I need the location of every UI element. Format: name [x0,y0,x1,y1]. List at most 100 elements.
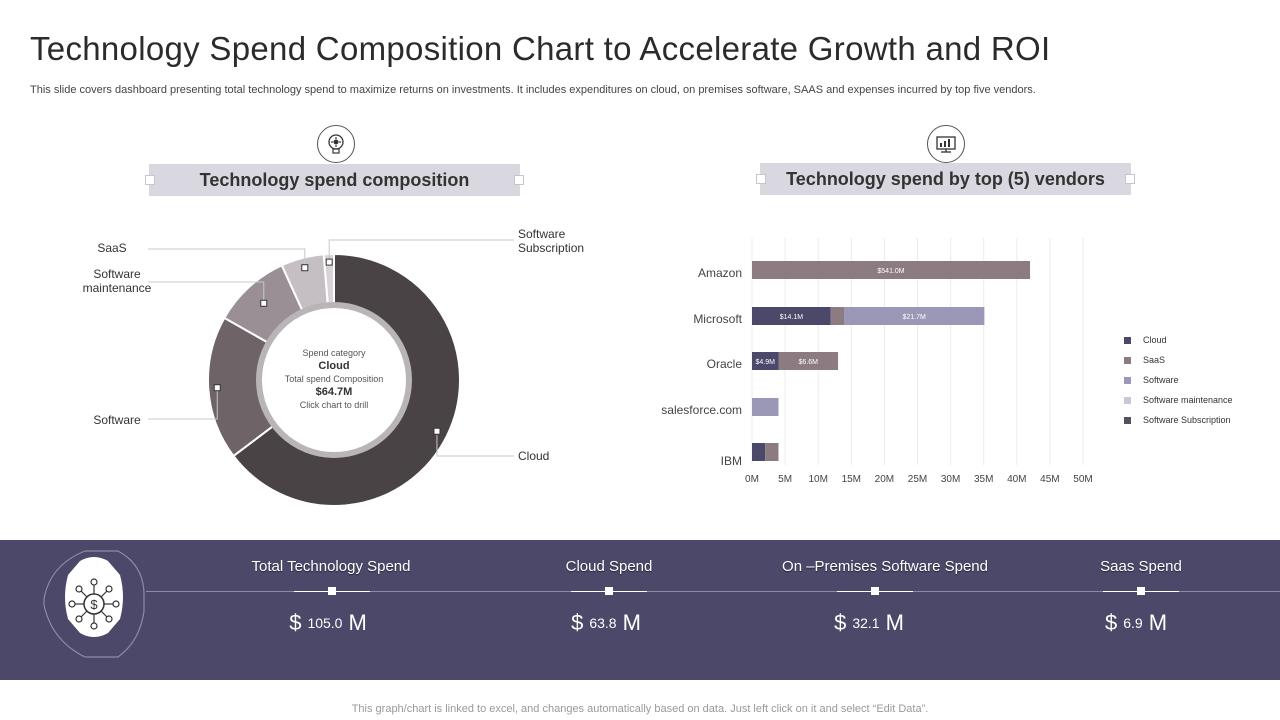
donut-callouts: SaaS Software maintenance Software Software S… [83,227,584,463]
category-label: IBM [721,454,742,468]
bar-microsoft-saas[interactable] [830,307,845,325]
kpi-number: 105.0 [307,615,343,631]
legend-swatch [1124,416,1131,424]
x-tick-label: 45M [1040,474,1059,485]
legend-swatch [1124,396,1131,404]
bar-data-label: $21.7M [903,314,927,321]
donut-label-software: Software [93,413,141,427]
kpi-title-cloud: Cloud Spend [565,558,653,575]
bar-ibm-saas[interactable] [765,443,779,461]
bar-oracle-cloud[interactable] [752,352,779,370]
legend-swatch [1124,376,1131,384]
heading-nub-right [514,175,524,185]
bar-oracle-saas[interactable] [778,352,839,370]
footnote: This graph/chart is linked to excel, and… [351,703,929,715]
center-category: Cloud [318,360,350,372]
kpi-marker [1137,587,1145,595]
kpi-band [0,540,1280,680]
x-tick-label: 40M [1007,474,1026,485]
donut-label-cloud: Cloud [518,449,549,463]
kpi-marker [871,587,879,595]
kpi-unit: M [1148,610,1168,635]
legend-item-software-subscription[interactable]: Software Subscription [1124,410,1233,430]
legend-item-cloud[interactable]: Cloud [1124,330,1233,350]
heading-nub-right [1125,174,1135,184]
legend-item-software[interactable]: Software [1124,370,1233,390]
bar-legend: Cloud SaaS Software Software maintenance Sof… [1124,330,1233,430]
callout-line [148,387,218,420]
legend-label: Software maintenance [1143,395,1233,405]
kpi-unit: M [885,610,904,635]
legend-label: Software [1143,375,1179,385]
kpi-marker [328,587,336,595]
legend-label: Cloud [1143,335,1167,345]
kpi-number: 6.9 [1123,615,1143,631]
bar-chart[interactable]: $541.0M $14.1M $21.7M $4.9M $6.6M [752,261,1031,461]
dollar-network-icon: $ [43,550,145,658]
callout-line [148,248,306,268]
monitor-chart-icon [927,125,965,163]
center-value: $64.7M [315,386,353,398]
bar-salesforce-com-software[interactable] [752,398,779,416]
kpi-value-saas: $6.9 M [1016,610,1256,636]
kpi-unit: M [622,610,641,635]
legend-item-software-maintenance[interactable]: Software maintenance [1124,390,1233,410]
vendors-heading-bar: Technology spend by top (5) vendors [756,163,1135,195]
category-label: Microsoft [693,312,742,326]
x-tick-label: 0M [745,474,759,485]
callout-marker [433,427,441,435]
donut-label-software-maintenance: Software maintenance [83,267,152,295]
x-tick-label: 35M [974,474,993,485]
callout-marker [301,264,309,272]
kpi-value-total: $105.0 M [208,610,448,636]
bar-data-label: $4.9M [756,359,776,366]
legend-swatch [1124,336,1131,344]
center-caption-2: Total spend Composition [284,374,384,384]
bar-microsoft-software[interactable] [844,307,985,325]
x-tick-label: 20M [875,474,894,485]
callout-marker [260,299,268,307]
bar-ibm-cloud[interactable] [752,443,766,461]
kpi-currency: $ [571,610,584,635]
composition-heading: Technology spend composition [199,170,470,190]
kpi-value-onprem: $32.1 M [749,610,989,636]
center-drill-hint[interactable]: Click chart to drill [299,400,369,410]
x-tick-label: 5M [778,474,792,485]
kpi-title-onprem: On –Premises Software Spend [782,558,988,575]
legend-swatch [1124,356,1131,364]
bulb-gear-icon [317,125,355,163]
kpi-currency: $ [289,610,302,635]
donut-center-info: Spend category Cloud Total spend Composi… [264,347,404,412]
heading-nub-left [145,175,155,185]
x-tick-label: 25M [908,474,927,485]
x-tick-label: 10M [808,474,827,485]
donut-inner-ring [259,305,409,455]
kpi-currency: $ [1104,610,1118,635]
x-tick-label: 50M [1073,474,1092,485]
bar-categories: Amazon Microsoft Oracle salesforce.com IBM [661,266,742,468]
donut-inner-border [256,302,412,458]
kpi-unit: M [348,610,367,635]
bar-amazon-saas[interactable] [752,261,1031,279]
kpi-marker [605,587,613,595]
legend-label: SaaS [1143,355,1166,365]
vendors-heading: Technology spend by top (5) vendors [786,169,1105,189]
kpi-title-total: Total Technology Spend [251,558,411,575]
page-title: Technology Spend Composition Chart to Ac… [30,30,1051,67]
bar-data-label: $14.1M [780,314,804,321]
donut-label-software-subscription: Software Subscription [518,227,584,255]
svg-text:$: $ [90,597,98,612]
callout-marker [325,258,333,266]
page-subtitle: This slide covers dashboard presenting t… [30,84,1036,96]
kpi-value-cloud: $63.8 M [486,610,726,636]
composition-heading-bar: Technology spend composition [145,164,524,196]
category-label: salesforce.com [661,403,742,417]
bar-microsoft-cloud[interactable] [752,307,831,325]
legend-item-saas[interactable]: SaaS [1124,350,1233,370]
kpi-connector-line [146,591,1280,592]
bar-data-label: $6.6M [799,359,819,366]
kpi-number: 32.1 [852,615,880,631]
donut-label-saas: SaaS [97,241,126,255]
x-tick-label: 30M [941,474,960,485]
center-caption: Spend category [302,348,366,358]
